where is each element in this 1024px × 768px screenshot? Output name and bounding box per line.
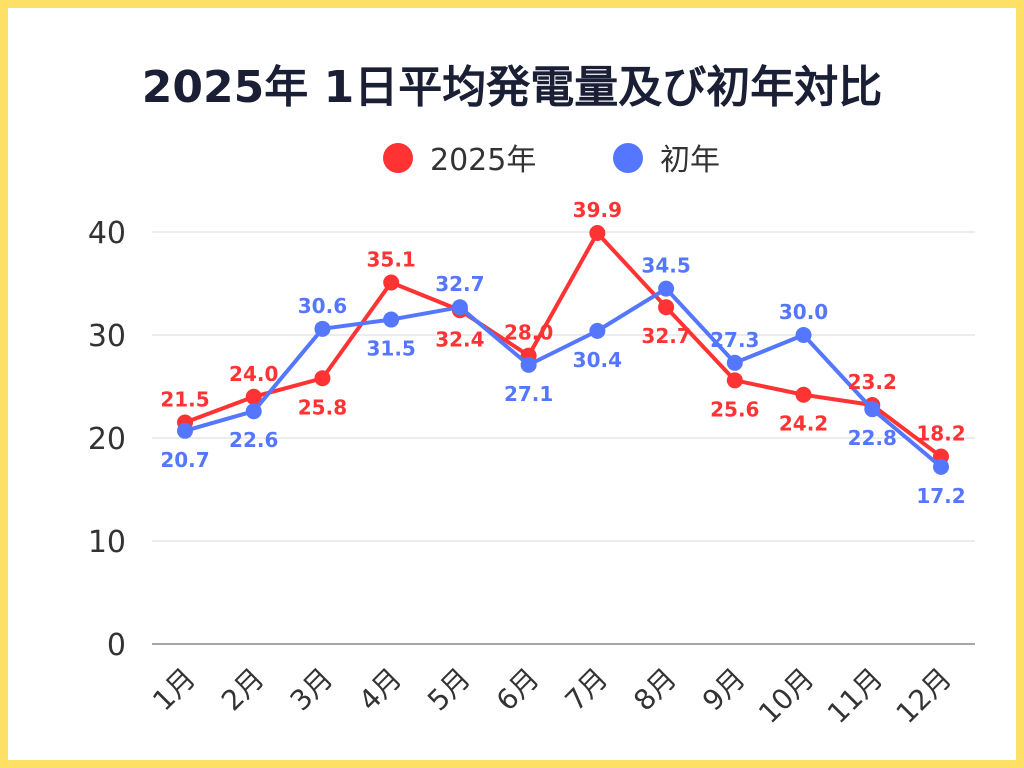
data-point — [245, 403, 262, 420]
data-label: 35.1 — [367, 247, 416, 271]
data-label: 25.6 — [710, 397, 759, 421]
x-tick-label: 5月 — [421, 662, 477, 718]
y-tick-label: 0 — [107, 628, 126, 663]
data-label: 22.8 — [848, 426, 897, 450]
data-label: 28.0 — [504, 321, 553, 345]
data-label: 32.7 — [641, 324, 690, 348]
data-point — [658, 299, 675, 316]
data-point — [314, 370, 331, 387]
legend-label-2025: 2025年 — [430, 143, 536, 178]
data-label: 30.4 — [573, 348, 622, 372]
x-tick-label: 12月 — [890, 662, 958, 730]
data-label: 32.4 — [435, 327, 484, 351]
x-tick-label: 8月 — [627, 662, 683, 718]
data-point — [520, 356, 537, 373]
x-tick-label: 1月 — [146, 662, 202, 718]
data-point — [589, 322, 606, 339]
legend-marker-first-year — [613, 143, 643, 173]
legend-label-first-year: 初年 — [660, 143, 720, 178]
data-point — [726, 354, 743, 371]
data-point — [589, 225, 606, 242]
data-point — [658, 280, 675, 297]
y-tick-label: 30 — [88, 319, 126, 354]
data-label: 24.2 — [779, 412, 828, 436]
x-tick-label: 2月 — [215, 662, 271, 718]
data-label: 22.6 — [229, 428, 278, 452]
data-label: 31.5 — [367, 337, 416, 361]
x-tick-label: 3月 — [284, 662, 340, 718]
data-label: 24.0 — [229, 362, 278, 386]
data-label: 27.1 — [504, 382, 553, 406]
x-tick-label: 7月 — [559, 662, 615, 718]
x-tick-label: 4月 — [352, 662, 408, 718]
x-tick-label: 10月 — [752, 662, 820, 730]
data-point — [177, 422, 193, 439]
data-point — [864, 401, 881, 418]
data-point — [451, 299, 468, 316]
legend-marker-2025 — [383, 143, 413, 173]
data-label: 25.8 — [298, 395, 347, 419]
chart-title: 2025年 1日平均発電量及び初年対比 — [142, 62, 882, 113]
data-point — [314, 320, 331, 337]
data-label: 20.7 — [160, 448, 209, 472]
data-point — [933, 458, 949, 475]
data-label: 27.3 — [710, 328, 759, 352]
data-label: 39.9 — [573, 198, 622, 222]
series-line-0 — [184, 231, 943, 459]
data-label: 32.7 — [435, 272, 484, 296]
data-label: 23.2 — [848, 370, 897, 394]
series-line-1 — [184, 286, 943, 469]
data-point — [726, 372, 743, 389]
data-point — [795, 386, 812, 403]
data-label: 30.6 — [298, 294, 347, 318]
data-label: 17.2 — [916, 484, 965, 508]
data-label: 18.2 — [916, 422, 965, 446]
legend: 2025年 初年 — [383, 143, 720, 178]
y-tick-label: 20 — [88, 422, 126, 457]
data-label: 30.0 — [779, 300, 828, 324]
data-point — [245, 388, 262, 405]
data-label: 21.5 — [160, 388, 209, 412]
data-point — [383, 274, 400, 291]
x-tick-label: 11月 — [821, 662, 889, 730]
data-label: 34.5 — [641, 254, 690, 278]
data-point — [795, 327, 812, 343]
data-point — [383, 311, 400, 328]
x-tick-label: 9月 — [696, 662, 752, 718]
x-tick-label: 6月 — [490, 662, 546, 718]
y-tick-label: 40 — [88, 216, 126, 251]
y-tick-label: 10 — [88, 525, 126, 560]
